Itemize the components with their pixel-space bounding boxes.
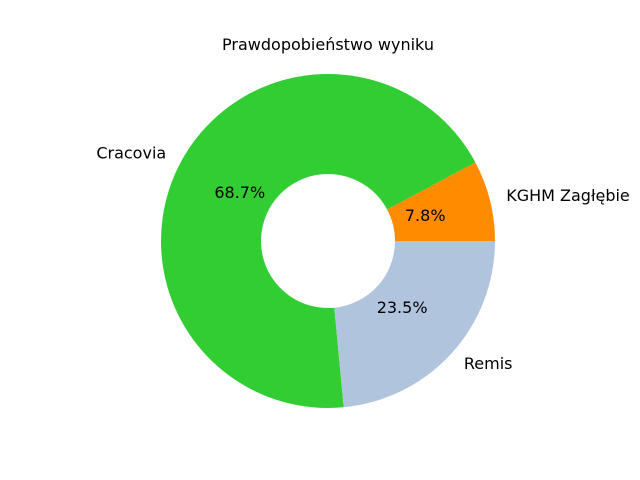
labels-group: KGHM Zagłębie 7.8% Cracovia 68.7% Remis 23.5%: [96, 144, 629, 374]
chart-title: Prawdopobieństwo wyniku: [222, 35, 434, 54]
pct-label-0: 7.8%: [405, 206, 446, 225]
slice-label-0: KGHM Zagłębie: [506, 186, 630, 205]
slices-group: [161, 74, 496, 408]
slice-label-2: Remis: [464, 354, 513, 373]
slice-remis: [334, 241, 495, 408]
pct-label-1: 68.7%: [214, 183, 265, 202]
slice-label-1: Cracovia: [96, 144, 166, 163]
slice-kghm-zagłębie: [387, 162, 496, 241]
slice-cracovia: [161, 74, 476, 408]
pct-label-2: 23.5%: [377, 298, 428, 317]
